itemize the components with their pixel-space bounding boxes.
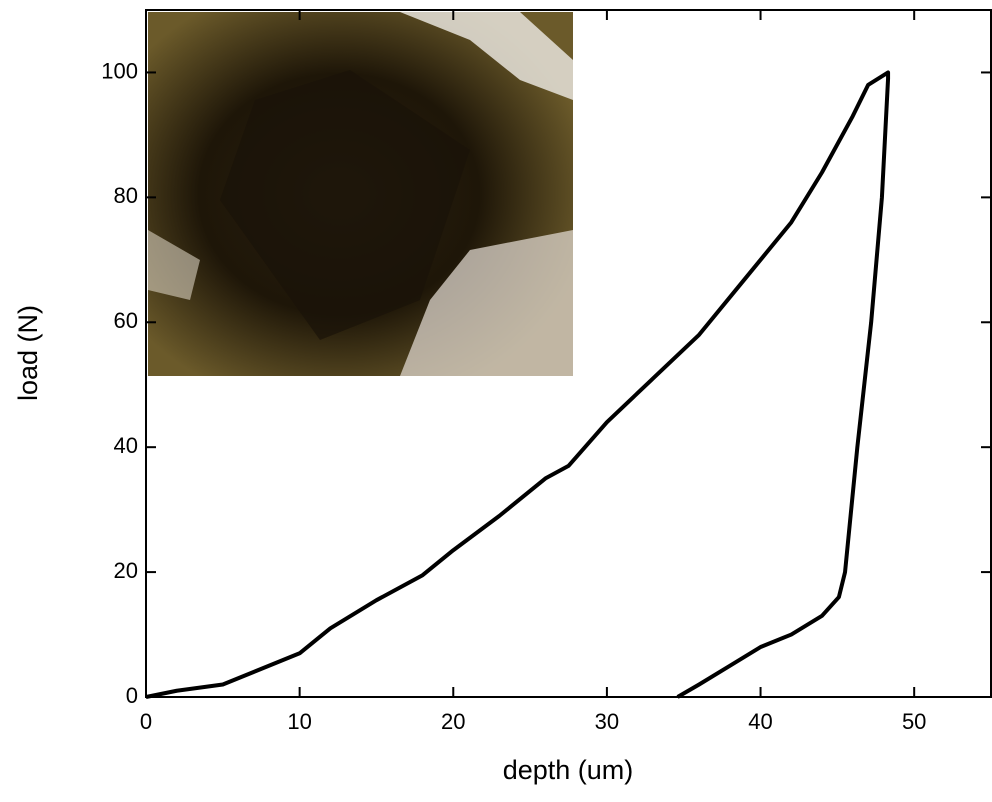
plot-frame [145, 9, 992, 698]
y-tick-label: 40 [114, 433, 138, 458]
y-tick-label: 100 [101, 58, 138, 83]
x-tick-label: 0 [140, 709, 152, 734]
x-tick-label: 40 [748, 709, 772, 734]
x-tick-label: 30 [595, 709, 619, 734]
data-line [145, 70, 891, 699]
y-axis-title: load (N) [13, 305, 43, 401]
x-axis-title: depth (um) [503, 755, 634, 785]
y-tick-label: 20 [114, 558, 138, 583]
x-tick-label: 20 [441, 709, 465, 734]
x-tick-label: 10 [287, 709, 311, 734]
y-tick-label: 60 [114, 308, 138, 333]
x-tick-label: 50 [902, 709, 926, 734]
y-tick-label: 80 [114, 183, 138, 208]
inset-photo [148, 12, 573, 376]
y-tick-label: 0 [126, 683, 138, 708]
